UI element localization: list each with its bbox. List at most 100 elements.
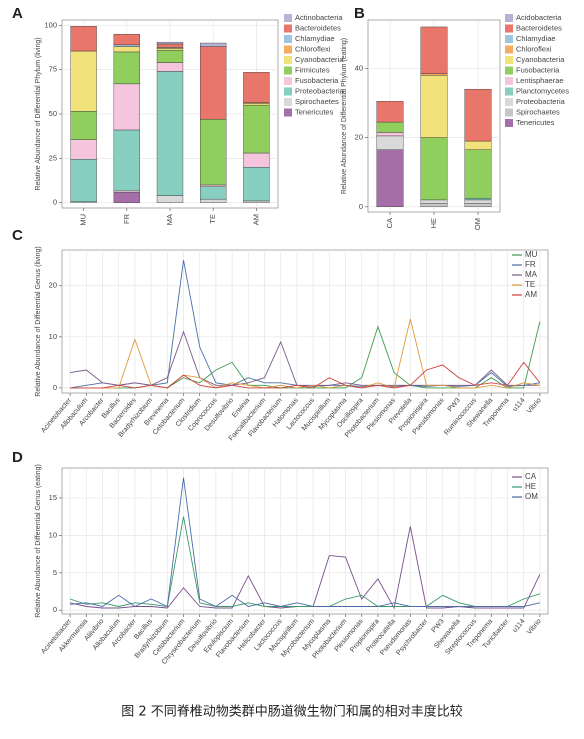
y-tick-label: 10 [49,332,57,341]
y-axis-title: Relative Abundance of Differential Genus… [35,464,42,618]
y-tick-label: 20 [49,281,57,290]
bar-segment [156,43,184,48]
y-tick-label: 15 [49,493,57,502]
bar-segment [113,190,140,193]
x-tick-label: Vibrio [526,397,543,415]
legend-swatch [505,56,513,64]
series-line [69,516,541,608]
bar-segment [113,44,140,47]
bar-segment [113,51,140,85]
legend-swatch [284,24,292,33]
bar-segment [376,132,404,137]
legend-label: Proteobacteria [516,97,566,106]
bar-segment [156,41,184,45]
bar-segment [200,198,227,203]
panel-letter: B [354,5,365,22]
x-tick-label: PW3 [431,618,446,634]
bar-segment [200,42,227,47]
legend-swatch [505,14,513,22]
series-line [70,330,540,386]
y-tick-label: 75 [49,65,57,74]
plot-frame [61,249,549,394]
legend-swatch [284,14,292,22]
bar-segment [113,46,140,53]
legend-label: FR [525,260,536,269]
legend-label: Chlamydiae [295,34,335,43]
legend-label: Cyanobacteria [516,55,565,64]
y-tick-label: 50 [49,109,57,118]
bar-segment [420,73,448,76]
x-tick-label: CA [385,218,394,228]
legend-swatch [505,66,513,75]
bar-segment [464,140,492,150]
legend-swatch [284,87,292,96]
bar-segment [243,200,270,203]
legend-label: Chloroflexi [516,44,552,53]
legend-swatch [505,87,513,96]
x-tick-label: TE [208,214,217,224]
legend-swatch [505,24,513,33]
legend-swatch [505,45,513,54]
legend-swatch [284,77,292,85]
panel-letter: A [12,5,23,22]
bar-segment [420,203,448,208]
bar-segment [156,71,184,196]
bar-segment [70,111,97,140]
bar-segment [200,184,227,187]
legend-label: Planctomycetes [516,86,569,95]
legend-label: TE [525,280,535,289]
x-tick-label: Vibrio [526,618,543,636]
bar-segment [70,26,97,52]
legend-swatch [505,119,513,127]
x-tick-label: MA [165,214,174,225]
bar-segment [243,104,270,154]
legend-label: Fusobacteria [295,76,339,85]
legend-swatch [284,108,292,117]
bar-segment [156,62,184,72]
x-tick-label: u114 [512,618,527,634]
x-tick-label: u114 [512,397,527,413]
y-tick-label: 10 [49,530,57,539]
bar-segment [376,149,404,208]
bar-segment [113,83,140,131]
bar-segment [420,26,448,74]
x-tick-label: MU [79,214,88,226]
legend-label: OM [525,492,538,501]
bar-segment [420,199,448,204]
legend-label: Lentisphaerae [516,76,564,85]
legend-swatch [284,35,292,43]
legend-swatch [505,108,513,117]
y-tick-label: 25 [49,153,57,162]
bar-segment [464,88,492,142]
y-tick-label: 0 [53,383,57,392]
legend-label: MA [525,270,538,279]
legend-swatch [284,56,292,64]
bar-segment [156,195,184,203]
bar-segment [113,33,140,46]
bar-segment [243,72,270,103]
bar-segment [156,48,184,51]
legend-label: Tenericutes [295,107,334,116]
legend-label: AM [525,290,537,299]
bar-segment [70,159,97,202]
legend-label: Firmicutes [295,65,330,74]
legend-swatch [284,45,292,54]
legend-label: Cyanobacteria [295,55,344,64]
legend-label: HE [525,482,536,491]
panel-letter: D [12,449,23,466]
bar-segment [464,197,492,201]
legend-label: MU [525,250,538,259]
y-tick-label: 40 [355,63,363,72]
legend-swatch [505,98,513,106]
legend-swatch [505,35,513,43]
x-tick-label: PW3 [447,397,462,413]
legend-label: Bacteroidetes [295,23,341,32]
bar-segment [200,186,227,200]
y-tick-label: 0 [53,198,57,207]
legend-label: Spirochaetes [295,97,339,106]
legend-label: Chlamydiae [516,34,556,43]
bar-segment [420,75,448,138]
bar-segment [243,167,270,202]
legend-label: Bacteroidetes [516,23,562,32]
